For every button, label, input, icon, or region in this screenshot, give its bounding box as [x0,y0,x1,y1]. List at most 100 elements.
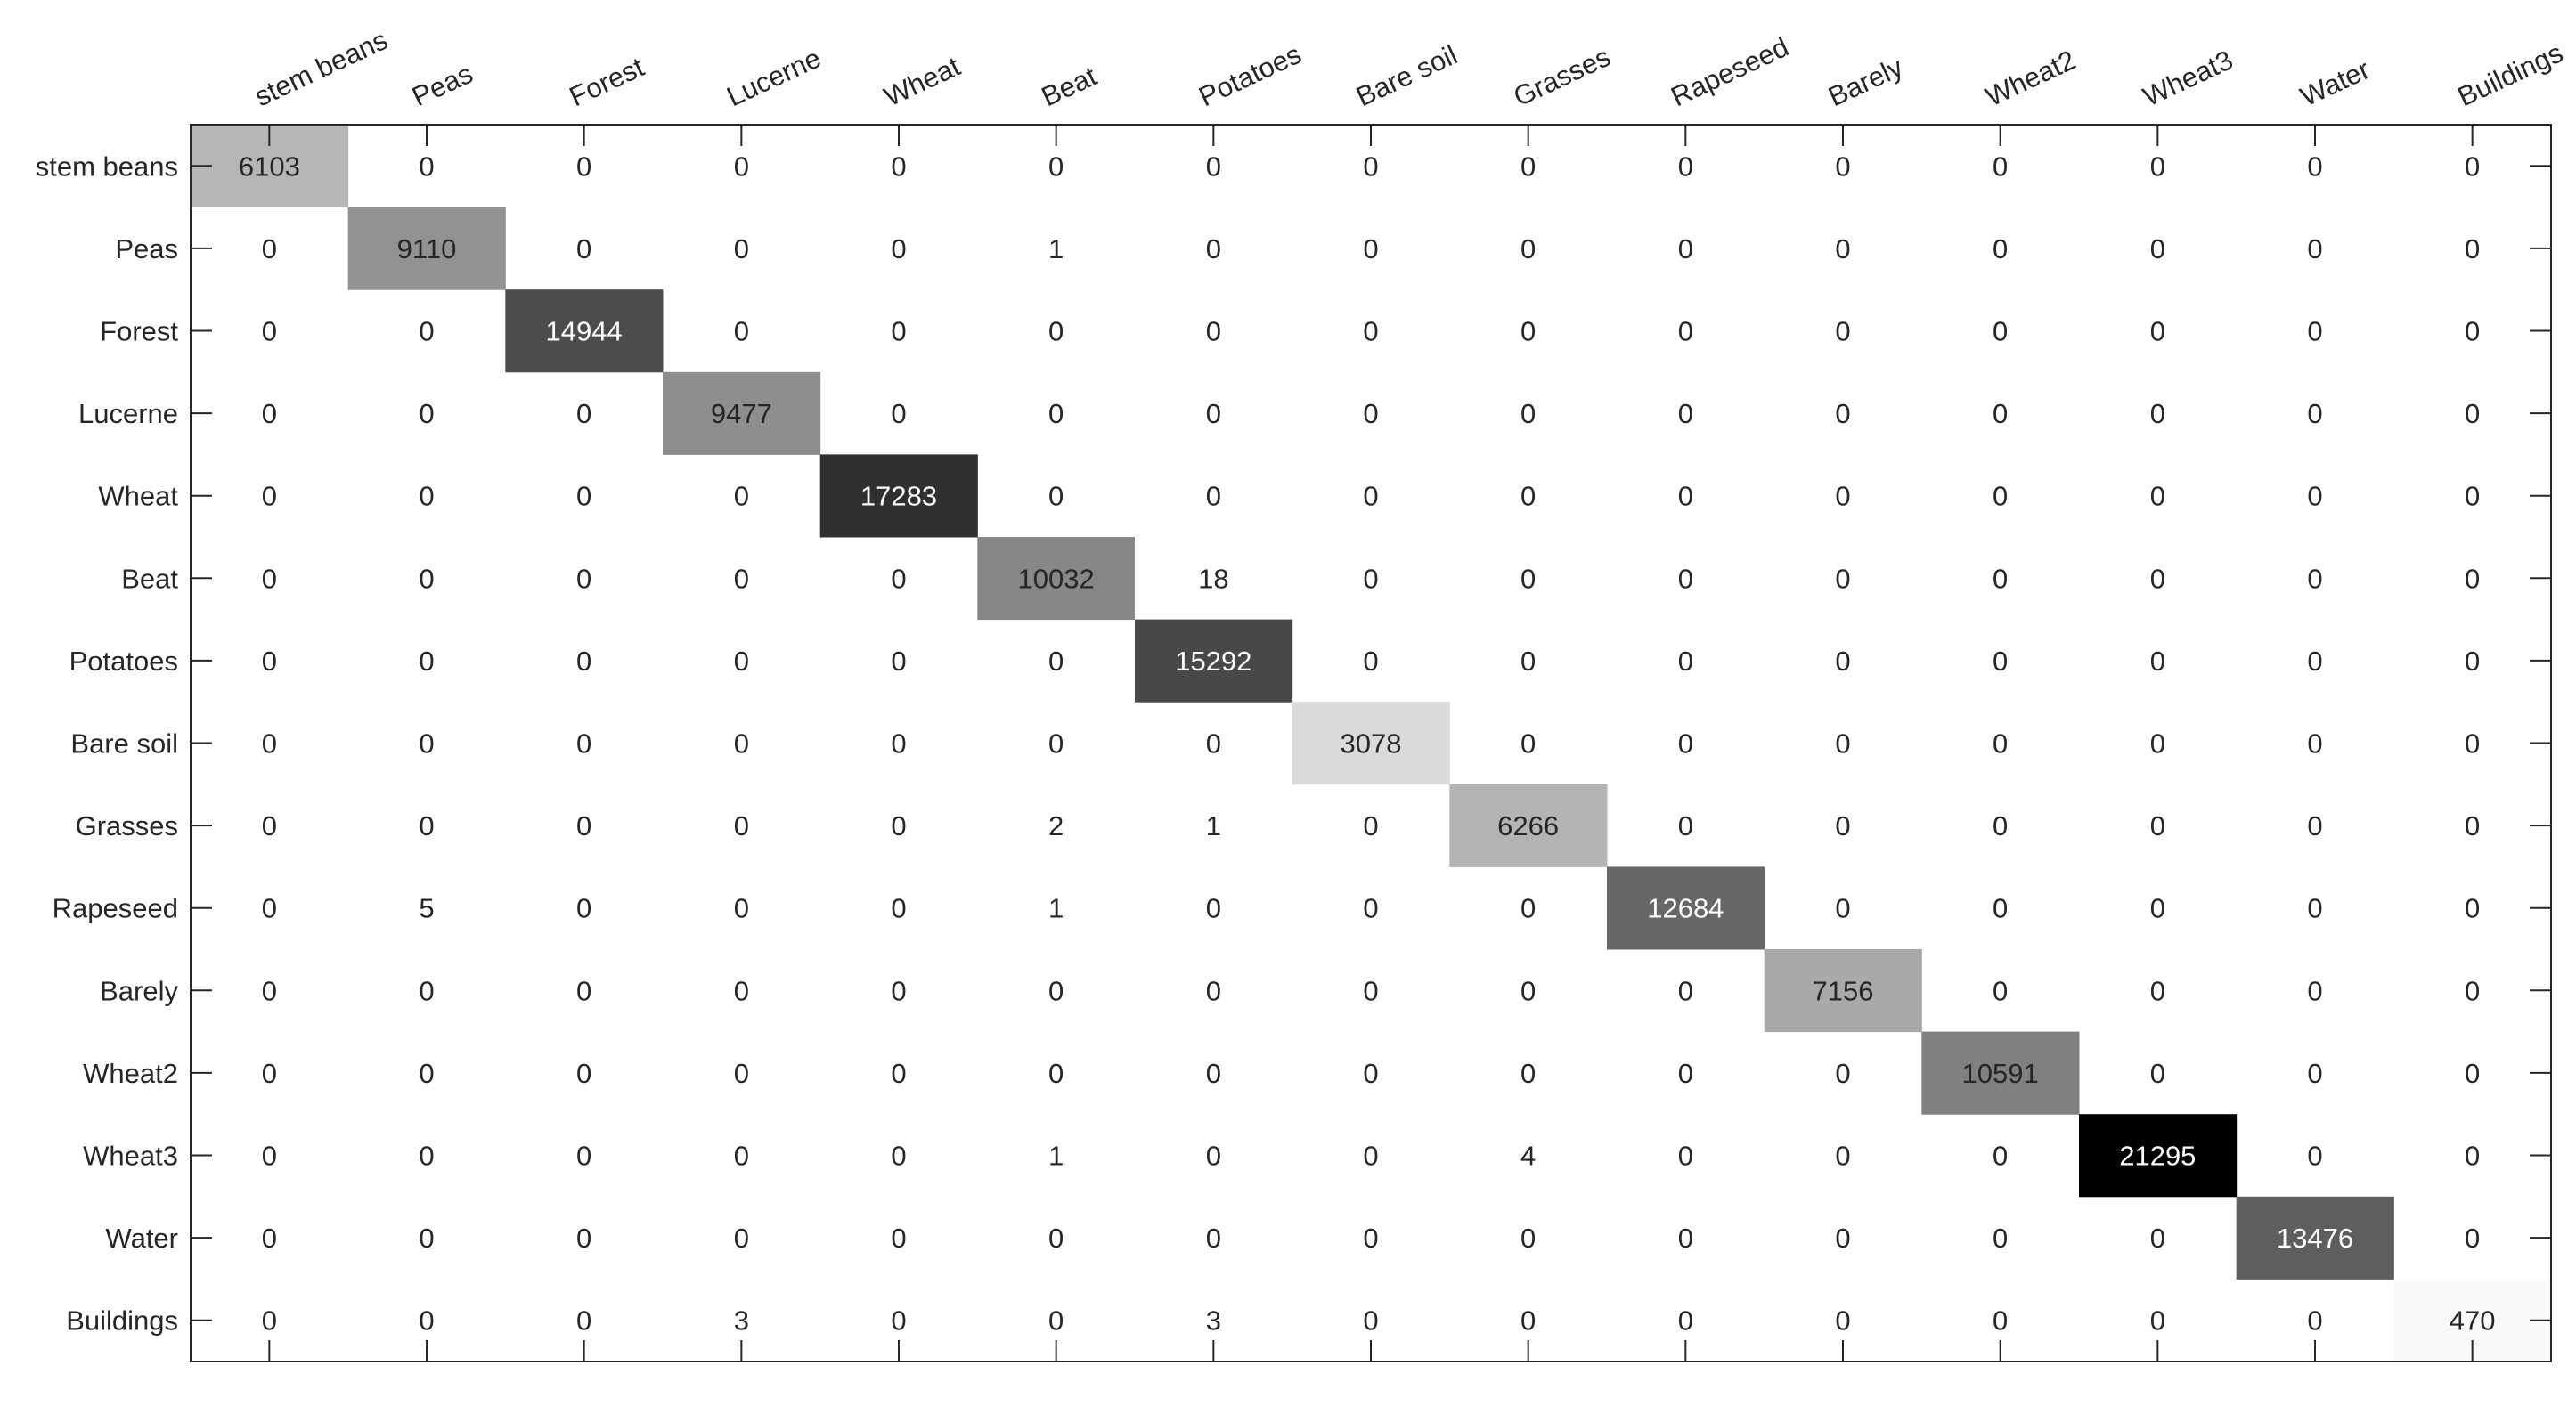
cell-value-r3-c11: 0 [1835,316,1850,347]
cell-value-r11-c12: 0 [1993,975,2008,1006]
cell-value-r12-c10: 0 [1678,1058,1693,1089]
cell-value-r14-c6: 0 [1048,1223,1064,1254]
axis-ticks [191,125,2551,1361]
x-tick-label-1: stem beans [250,24,393,112]
cell-value-r1-c4: 0 [734,150,749,182]
cell-value-r4-c3: 0 [576,398,591,429]
cell-value-r12-c13: 0 [2150,1058,2165,1089]
cell-value-r2-c3: 0 [576,233,591,264]
x-tick-label-12: Wheat2 [1981,44,2081,112]
y-tick-label-10: Rapeseed [53,893,178,924]
cell-value-r4-c7: 0 [1206,398,1221,429]
cell-value-r5-c6: 0 [1048,481,1064,512]
cell-value-r10-c3: 0 [576,893,591,924]
x-tick-label-9: Grasses [1509,41,1615,113]
y-tick-label-14: Water [105,1223,178,1254]
cell-value-r7-c15: 0 [2465,646,2480,677]
cell-value-r12-c8: 0 [1363,1058,1378,1089]
cell-value-r6-c6: 10032 [1018,563,1095,594]
cell-value-r5-c12: 0 [1993,481,2008,512]
cell-value-r1-c5: 0 [891,150,906,182]
cell-value-r9-c6: 2 [1048,810,1064,841]
cell-value-r6-c4: 0 [734,563,749,594]
cell-value-r1-c6: 0 [1048,150,1064,182]
cell-value-r1-c2: 0 [419,150,434,182]
cell-value-r15-c5: 0 [891,1305,906,1337]
cell-value-r13-c7: 0 [1206,1141,1221,1172]
cell-value-r1-c8: 0 [1363,150,1378,182]
cell-value-r3-c1: 0 [262,316,277,347]
cell-value-r6-c7: 18 [1198,563,1228,594]
cell-value-r7-c14: 0 [2307,646,2322,677]
cell-value-r9-c9: 6266 [1497,810,1559,841]
cell-value-r8-c10: 0 [1678,728,1693,760]
cell-value-r7-c12: 0 [1993,646,2008,677]
cell-value-r9-c7: 1 [1206,810,1221,841]
cell-value-r12-c5: 0 [891,1058,906,1089]
cell-value-r2-c7: 0 [1206,233,1221,264]
cell-value-r3-c7: 0 [1206,316,1221,347]
y-tick-label-1: stem beans [36,150,178,182]
heatmap-cell-r13-c13 [2079,1114,2238,1198]
heatmap-cell-r2-c6 [977,207,1136,290]
heatmap-cell-r7-c7 [1135,619,1293,703]
cell-value-r13-c9: 4 [1520,1141,1536,1172]
cell-value-r1-c1: 6103 [239,150,300,182]
cell-value-r3-c10: 0 [1678,316,1693,347]
cell-value-r3-c6: 0 [1048,316,1064,347]
cell-value-r15-c13: 0 [2150,1305,2165,1337]
heatmap-cell-r9-c7 [1135,784,1293,867]
cell-value-r3-c8: 0 [1363,316,1378,347]
cell-value-r11-c14: 0 [2307,975,2322,1006]
cell-value-r8-c3: 0 [576,728,591,760]
cell-value-r15-c15: 470 [2450,1305,2496,1337]
heatmap-cell-r3-c3 [505,289,664,373]
cell-value-r11-c13: 0 [2150,975,2165,1006]
cell-value-r9-c11: 0 [1835,810,1850,841]
cell-value-r5-c14: 0 [2307,481,2322,512]
cell-value-r11-c8: 0 [1363,975,1378,1006]
cell-value-r15-c1: 0 [262,1305,277,1337]
cell-value-r14-c8: 0 [1363,1223,1378,1254]
cell-value-r15-c3: 0 [576,1305,591,1337]
cell-value-r15-c8: 0 [1363,1305,1378,1337]
cell-value-r15-c9: 0 [1520,1305,1536,1337]
cell-value-r3-c14: 0 [2307,316,2322,347]
cell-value-r6-c13: 0 [2150,563,2165,594]
cell-value-r6-c15: 0 [2465,563,2480,594]
cell-value-r4-c12: 0 [1993,398,2008,429]
cell-value-r12-c12: 10591 [1962,1058,2039,1089]
cell-value-r7-c11: 0 [1835,646,1850,677]
cell-value-r13-c5: 0 [891,1141,906,1172]
y-tick-label-6: Beat [121,563,178,594]
cell-value-r1-c12: 0 [1993,150,2008,182]
cell-value-r14-c10: 0 [1678,1223,1693,1254]
cell-value-r3-c5: 0 [891,316,906,347]
cell-value-r13-c14: 0 [2307,1141,2322,1172]
cell-value-r10-c1: 0 [262,893,277,924]
heatmap-cell-r5-c5 [819,454,978,538]
cell-value-r3-c12: 0 [1993,316,2008,347]
cell-value-r11-c11: 7156 [1813,975,1874,1006]
cell-value-r3-c4: 0 [734,316,749,347]
cell-value-r2-c12: 0 [1993,233,2008,264]
cell-value-r5-c8: 0 [1363,481,1378,512]
cell-value-r13-c1: 0 [262,1141,277,1172]
cell-value-r12-c4: 0 [734,1058,749,1089]
cell-value-r14-c2: 0 [419,1223,434,1254]
cell-value-r4-c14: 0 [2307,398,2322,429]
cell-value-r8-c11: 0 [1835,728,1850,760]
cell-value-r6-c2: 0 [419,563,434,594]
cell-value-r2-c6: 1 [1048,233,1064,264]
cell-value-r8-c1: 0 [262,728,277,760]
cell-value-r6-c1: 0 [262,563,277,594]
cell-value-r8-c8: 3078 [1341,728,1402,760]
cell-value-r3-c2: 0 [419,316,434,347]
cell-value-r11-c4: 0 [734,975,749,1006]
cell-value-r1-c9: 0 [1520,150,1536,182]
cell-value-r10-c9: 0 [1520,893,1536,924]
cell-value-r6-c3: 0 [576,563,591,594]
y-tick-label-13: Wheat3 [83,1141,178,1172]
x-tick-label-10: Rapeseed [1667,31,1794,112]
x-tick-label-6: Beat [1037,61,1102,113]
